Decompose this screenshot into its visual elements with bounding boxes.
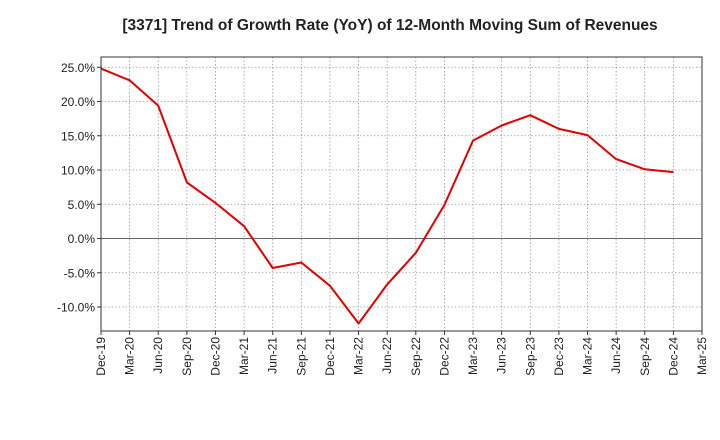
x-tick-label: Dec-24 bbox=[666, 337, 680, 376]
y-tick-label: 0.0% bbox=[68, 232, 96, 246]
x-tick-label: Mar-22 bbox=[352, 337, 366, 375]
x-tick-label: Mar-23 bbox=[466, 337, 480, 375]
x-tick-label: Dec-22 bbox=[437, 337, 451, 376]
x-tick-label: Sep-23 bbox=[523, 337, 537, 376]
x-tick-label: Jun-23 bbox=[495, 337, 509, 374]
x-tick-label: Jun-20 bbox=[151, 337, 165, 374]
x-tick-label: Mar-25 bbox=[695, 337, 709, 375]
x-tick-label: Sep-24 bbox=[638, 337, 652, 376]
x-tick-label: Mar-21 bbox=[237, 337, 251, 375]
y-tick-label: -5.0% bbox=[64, 266, 96, 280]
x-tick-label: Dec-21 bbox=[323, 337, 337, 376]
grid-lines bbox=[100, 57, 703, 331]
x-tick-label: Dec-23 bbox=[552, 337, 566, 376]
plot-area bbox=[101, 57, 702, 331]
y-tick-label: 25.0% bbox=[61, 61, 95, 75]
series-group bbox=[100, 67, 674, 325]
x-tick-label: Jun-22 bbox=[380, 337, 394, 374]
x-tick-label: Sep-20 bbox=[180, 337, 194, 376]
x-tick-label: Dec-19 bbox=[94, 337, 108, 376]
x-tick-label: Sep-22 bbox=[409, 337, 423, 376]
plot-frame bbox=[100, 56, 703, 332]
x-tick-label: Mar-24 bbox=[581, 337, 595, 375]
x-tick-label: Mar-20 bbox=[123, 337, 137, 375]
x-tick-label: Jun-24 bbox=[609, 337, 623, 374]
y-tick-label: -10.0% bbox=[57, 301, 95, 315]
x-tick-label: Dec-20 bbox=[208, 337, 222, 376]
y-axis: 25.0% 20.0% 15.0% 10.0% 5.0% 0.0% -5.0% -10.0% bbox=[57, 61, 101, 315]
y-tick-label: 15.0% bbox=[61, 129, 95, 143]
x-tick-label: Jun-21 bbox=[266, 337, 280, 374]
chart-title: [3371] Trend of Growth Rate (YoY) of 12-… bbox=[122, 17, 657, 34]
y-tick-label: 5.0% bbox=[68, 198, 96, 212]
y-tick-label: 20.0% bbox=[61, 95, 95, 109]
y-tick-label: 10.0% bbox=[61, 164, 95, 178]
x-tick-label: Sep-21 bbox=[294, 337, 308, 376]
series-line bbox=[100, 67, 674, 325]
x-axis: Dec-19 Mar-20 Jun-20 Sep-20 Dec-20 Mar-21 Jun-… bbox=[94, 331, 709, 376]
